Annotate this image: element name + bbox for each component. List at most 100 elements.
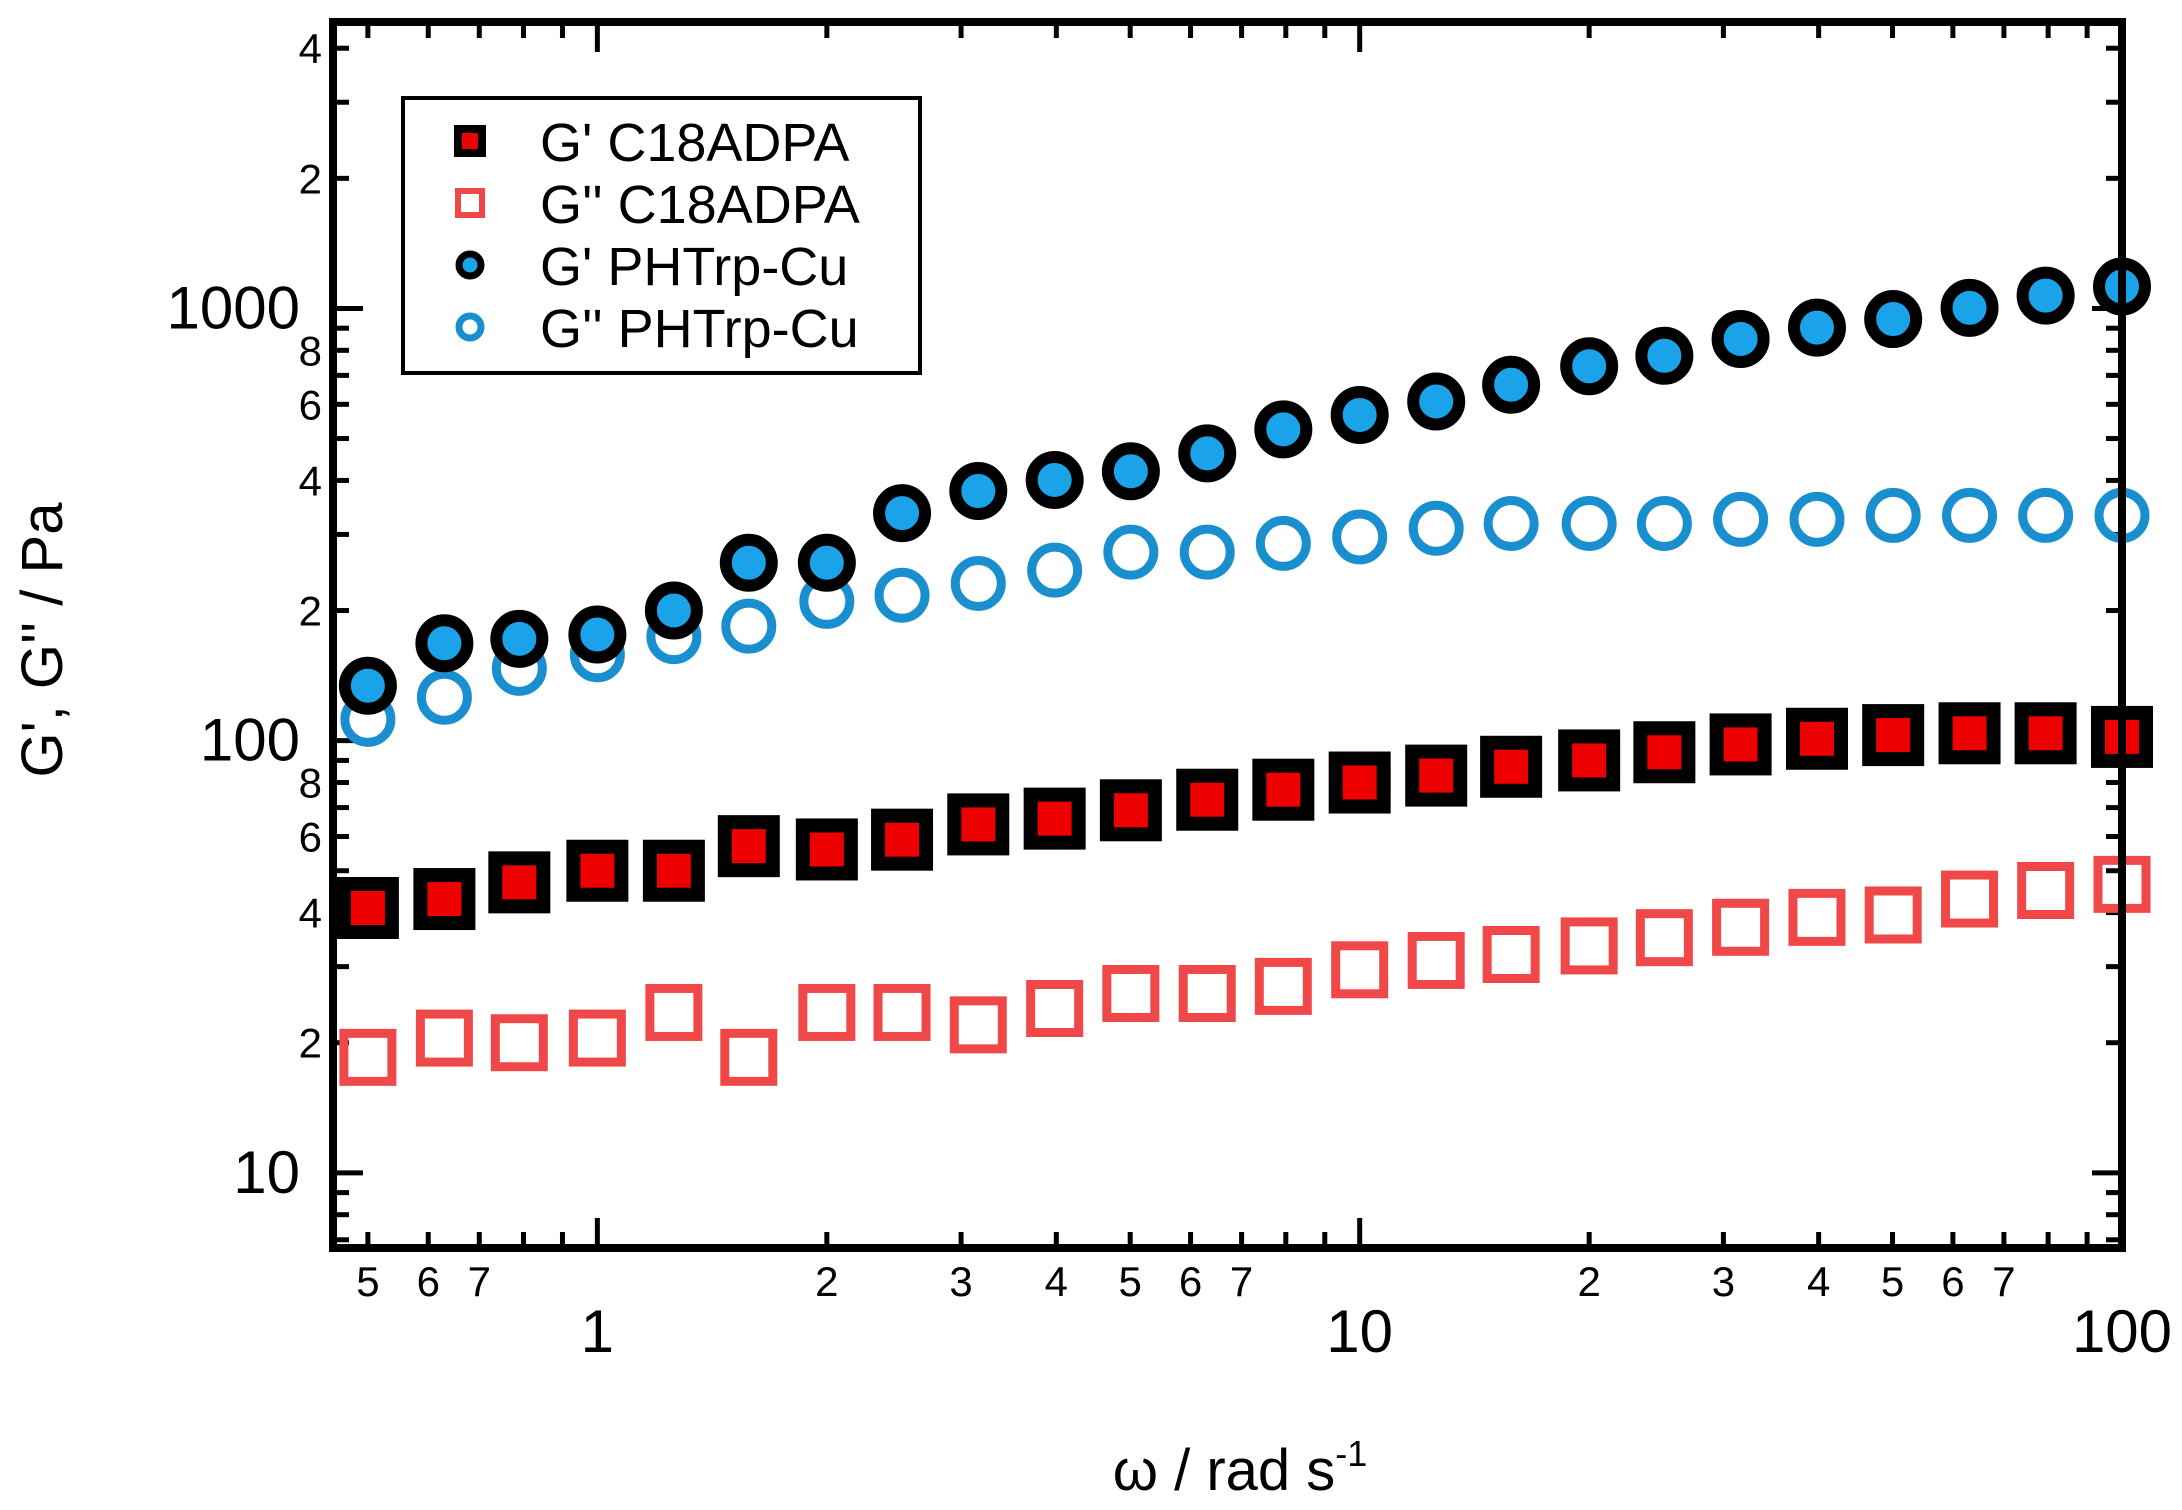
data-point bbox=[1178, 424, 1237, 483]
data-point bbox=[1941, 870, 1999, 928]
data-point bbox=[871, 808, 934, 871]
data-point bbox=[1560, 917, 1618, 975]
data-point bbox=[1328, 751, 1391, 814]
legend-marker-circle-open bbox=[455, 312, 485, 342]
data-point bbox=[873, 983, 931, 1041]
data-point bbox=[1711, 309, 1770, 368]
legend-item-g-double-prime-c18adpa: G'' C18ADPA bbox=[455, 175, 860, 235]
x-minor-tick-label: 6 bbox=[417, 1258, 440, 1305]
data-point bbox=[1561, 495, 1617, 551]
data-point bbox=[1480, 735, 1543, 798]
data-point bbox=[1103, 524, 1159, 580]
data-point bbox=[1864, 290, 1923, 349]
data-point bbox=[1636, 495, 1692, 551]
data-point bbox=[1027, 542, 1083, 598]
data-point bbox=[1865, 487, 1921, 543]
x-minor-tick-label: 5 bbox=[1119, 1258, 1142, 1305]
data-point bbox=[642, 839, 705, 902]
data-point bbox=[568, 605, 627, 664]
legend-item-g-double-prime-phtrp-cu: G'' PHTrp-Cu bbox=[455, 299, 859, 359]
legend-marker-circle-filled bbox=[455, 250, 485, 280]
data-point bbox=[2018, 487, 2074, 543]
data-point bbox=[1709, 713, 1772, 776]
data-point bbox=[1099, 779, 1162, 842]
data-point bbox=[1560, 337, 1619, 396]
data-point bbox=[1635, 909, 1693, 967]
data-point bbox=[1789, 491, 1845, 547]
x-minor-tick-label: 6 bbox=[1179, 1258, 1202, 1305]
x-minor-tick-label: 3 bbox=[1712, 1258, 1735, 1305]
data-point bbox=[1176, 768, 1239, 831]
data-point bbox=[721, 598, 777, 654]
data-point bbox=[1864, 886, 1922, 944]
legend: G' C18ADPA G'' C18ADPA G' PHTrp-Cu G'' P… bbox=[401, 96, 922, 375]
data-point bbox=[949, 462, 1008, 521]
x-minor-tick-label: 2 bbox=[815, 1258, 838, 1305]
data-point bbox=[336, 876, 399, 939]
y-axis-title: G', G'' / Pa bbox=[10, 502, 75, 778]
data-point bbox=[1332, 509, 1388, 565]
legend-item-g-prime-phtrp-cu: G' PHTrp-Cu bbox=[455, 237, 848, 297]
data-point bbox=[1254, 957, 1312, 1015]
y-minor-tick-label: 4 bbox=[299, 457, 322, 504]
x-minor-tick-label: 5 bbox=[1881, 1258, 1904, 1305]
data-point bbox=[873, 484, 932, 543]
data-point bbox=[1712, 898, 1770, 956]
data-point bbox=[1633, 721, 1696, 784]
data-point bbox=[1407, 372, 1466, 431]
data-point bbox=[1482, 355, 1541, 414]
data-point bbox=[1713, 491, 1769, 547]
legend-marker-square-filled bbox=[454, 125, 486, 157]
y-minor-tick-label: 2 bbox=[299, 588, 322, 635]
data-point bbox=[1331, 941, 1389, 999]
x-axis-title: ω / rad s-1 bbox=[1113, 1433, 1368, 1503]
legend-label: G'' PHTrp-Cu bbox=[540, 299, 859, 359]
data-point bbox=[1558, 729, 1621, 792]
x-minor-tick-label: 3 bbox=[949, 1258, 972, 1305]
data-point bbox=[719, 533, 778, 592]
legend-label: G'' C18ADPA bbox=[540, 175, 860, 235]
data-point bbox=[874, 567, 930, 623]
data-point bbox=[645, 983, 703, 1041]
data-point bbox=[416, 669, 472, 725]
data-point bbox=[1330, 385, 1389, 444]
x-minor-tick-label: 6 bbox=[1941, 1258, 1964, 1305]
x-minor-tick-label: 2 bbox=[1577, 1258, 1600, 1305]
data-point bbox=[1252, 758, 1315, 821]
data-point bbox=[1023, 787, 1086, 850]
plot-frame bbox=[329, 18, 2126, 1252]
data-point bbox=[1787, 298, 1846, 357]
data-point bbox=[566, 839, 629, 902]
data-point bbox=[1785, 707, 1848, 770]
legend-marker-square-open bbox=[455, 188, 485, 218]
legend-item-g-prime-c18adpa: G' C18ADPA bbox=[454, 113, 849, 173]
data-point bbox=[1025, 450, 1084, 509]
data-point bbox=[947, 793, 1010, 856]
y-minor-tick-label: 6 bbox=[299, 814, 322, 861]
data-point bbox=[413, 868, 476, 931]
series-1 bbox=[339, 855, 2151, 1086]
x-axis-title-superscript: -1 bbox=[1335, 1433, 1367, 1474]
data-point bbox=[1405, 744, 1468, 807]
data-point bbox=[1862, 704, 1925, 767]
data-point bbox=[415, 614, 474, 673]
data-point bbox=[1102, 964, 1160, 1022]
data-point bbox=[949, 996, 1007, 1054]
y-tick-label: 100 bbox=[200, 707, 300, 774]
legend-label: G' PHTrp-Cu bbox=[540, 237, 848, 297]
data-point bbox=[338, 656, 397, 715]
data-point bbox=[795, 818, 858, 881]
data-point bbox=[1254, 400, 1313, 459]
x-minor-tick-label: 5 bbox=[356, 1258, 379, 1305]
y-minor-tick-label: 6 bbox=[299, 381, 322, 428]
data-point bbox=[415, 1009, 473, 1067]
legend-label: G' C18ADPA bbox=[540, 113, 849, 173]
data-point bbox=[1255, 515, 1311, 571]
series-0 bbox=[336, 702, 2153, 939]
x-tick-label: 10 bbox=[1326, 1298, 1393, 1365]
data-point bbox=[1788, 888, 1846, 946]
y-minor-tick-label: 4 bbox=[299, 890, 322, 937]
data-point bbox=[1940, 278, 1999, 337]
